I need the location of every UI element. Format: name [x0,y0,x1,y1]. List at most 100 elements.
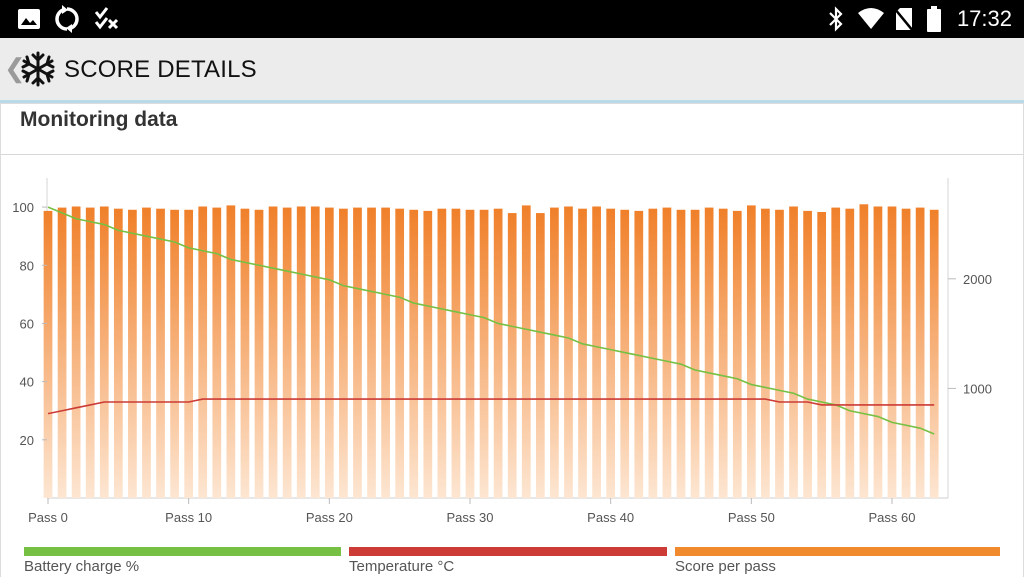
score-bar [578,208,587,498]
x-tick-label: Pass 40 [587,510,634,525]
legend-item-battery: Battery charge % [24,547,341,576]
x-tick-label: Pass 10 [165,510,212,525]
score-bar [831,207,841,498]
app-bar: ❮ SCORE DETAILS [0,38,1024,103]
score-bar [451,208,461,498]
score-bar [282,207,292,498]
score-bar [367,207,376,498]
score-bar [761,208,770,498]
score-bar [704,207,714,498]
right-tick-label: 1000 [963,381,992,396]
score-bar [113,208,123,498]
score-bar [156,208,165,498]
score-bar [254,209,264,498]
x-tick-label: Pass 30 [447,510,494,525]
score-bar [212,207,222,498]
score-bar [184,209,194,498]
score-bar [507,213,517,498]
battery-line [47,206,935,435]
score-bar [648,208,658,498]
clock: 17:32 [956,6,1012,31]
score-bar [85,207,95,498]
left-tick-label: 40 [20,375,34,390]
left-tick-label: 80 [20,258,34,273]
monitoring-chart: 20 40 60 80 100 1000 2000 Pass 0 Pass 10 Pass 20 P… [12,178,992,525]
score-bar [817,211,827,498]
score-bar [789,206,798,499]
x-tick-label: Pass 20 [306,510,353,525]
score-bar [310,206,320,499]
score-bar [465,209,475,498]
legend-swatch-battery [24,547,341,556]
score-bar [535,213,545,498]
x-tick-label: Pass 0 [28,510,68,525]
score-bar [887,206,897,499]
score-bar [99,206,109,499]
score-bar [592,206,601,499]
score-bar [57,207,67,498]
score-bar [296,206,306,499]
legend-label-score: Score per pass [675,558,776,575]
score-bar [339,208,348,498]
back-button[interactable]: ❮ [4,53,26,83]
score-bar [437,208,447,498]
score-bar [521,205,531,498]
left-tick-label: 60 [20,316,34,331]
legend-item-temperature: Temperature °C [349,547,667,576]
legend-label-battery: Battery charge % [24,558,140,575]
score-bar [170,209,179,498]
score-bar [550,207,559,498]
score-bar [775,209,784,498]
legend-item-score: Score per pass [675,547,1000,576]
score-bar [43,210,53,498]
temperature-line [47,398,935,415]
score-bar [409,209,419,498]
score-bar [803,210,812,498]
score-bar [71,206,81,499]
image-icon [16,5,42,33]
checklist-icon [92,5,120,33]
status-bar: 17:32 [0,0,1024,38]
score-bar [690,209,700,498]
score-bar [845,208,855,498]
page-title: SCORE DETAILS [64,56,257,83]
legend-swatch-score [675,547,1000,556]
score-bar [226,205,236,498]
score-bar [662,207,672,498]
left-tick-label: 20 [20,433,34,448]
score-bar [268,206,278,499]
divider [1,154,1023,155]
bluetooth-icon [826,5,846,33]
score-bar [395,208,405,498]
x-tick-label: Pass 60 [869,510,916,525]
score-bar [324,207,334,498]
score-bar [718,208,728,498]
wifi-icon [856,5,886,33]
score-bar [620,209,630,498]
score-bar [493,208,503,498]
score-bar [606,208,616,498]
score-bar [240,208,250,498]
right-tick-label: 2000 [963,272,992,287]
x-tick-label: Pass 50 [728,510,775,525]
left-tick-label: 100 [12,200,34,215]
score-bar [746,205,756,498]
score-bar [479,209,489,498]
score-bar [142,207,151,498]
score-bar [859,204,869,499]
score-bar [634,210,644,498]
sync-icon [52,5,82,33]
battery-icon [926,5,942,33]
score-bar [564,206,573,499]
legend-label-temperature: Temperature °C [349,558,455,575]
score-bar [915,207,925,498]
score-bar [198,206,208,499]
no-sim-icon [894,5,914,33]
score-bar [353,207,362,498]
card-title: Monitoring data [20,108,178,131]
score-bar [381,207,390,498]
legend-swatch-temperature [349,547,667,556]
score-bar [873,206,883,499]
score-bar [732,210,742,498]
score-bar [423,210,433,498]
